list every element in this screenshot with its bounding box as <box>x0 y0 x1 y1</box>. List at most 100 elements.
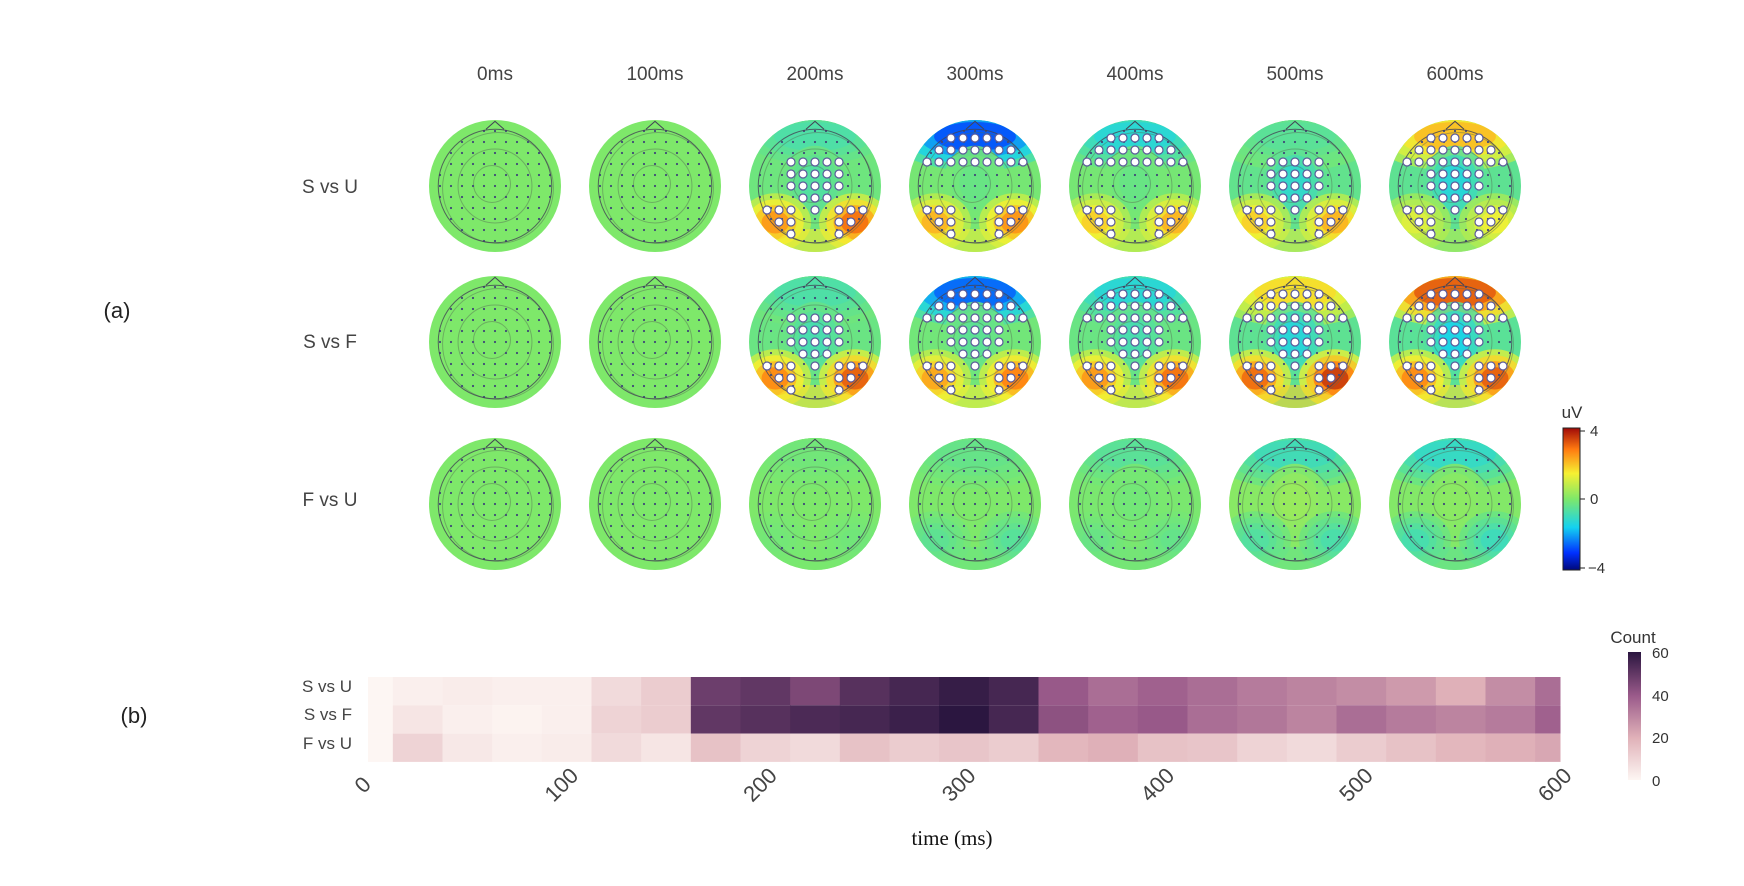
topomap-1-5 <box>1229 276 1361 408</box>
heatmap-cell <box>368 677 394 706</box>
heatmap-cell <box>790 677 841 706</box>
heatmap-cell <box>1435 705 1486 734</box>
topomap-grid <box>429 120 1521 570</box>
heatmap-cell <box>1336 733 1387 762</box>
col-label-600ms: 600ms <box>1426 64 1483 85</box>
heatmap-cell <box>591 733 642 762</box>
heatmap-cell <box>1237 705 1288 734</box>
heatmap-cell <box>1386 677 1437 706</box>
heatmap-cell <box>988 705 1039 734</box>
hm-row-label-s-vs-f: S vs F <box>304 705 352 724</box>
heatmap-cell <box>641 733 692 762</box>
topomap-0-5 <box>1229 120 1361 252</box>
heatmap-cell <box>1386 705 1437 734</box>
heatmap-cell <box>1038 705 1089 734</box>
heatmap-cell <box>939 705 990 734</box>
heatmap-cell <box>1237 677 1288 706</box>
count-colorbar: Count 60 40 20 0 <box>1610 628 1668 790</box>
col-label-300ms: 300ms <box>946 64 1003 85</box>
hm-row-label-s-vs-u: S vs U <box>302 677 352 696</box>
topomap-1-0 <box>429 276 561 408</box>
x-tick-label: 300 <box>937 763 981 807</box>
col-label-500ms: 500ms <box>1266 64 1323 85</box>
topomap-1-3 <box>909 276 1041 408</box>
uv-tick-minus4: −4 <box>1588 560 1605 577</box>
heatmap-cell <box>740 733 791 762</box>
heatmap-cell <box>1286 705 1337 734</box>
heatmap-cell <box>939 677 990 706</box>
heatmap-cell <box>492 705 543 734</box>
heatmap-cell <box>1535 677 1561 706</box>
topomap-2-1 <box>589 438 721 570</box>
col-label-0ms: 0ms <box>477 64 513 85</box>
heatmap-cell <box>392 733 443 762</box>
heatmap-cell <box>740 705 791 734</box>
x-tick-label: 100 <box>540 763 584 807</box>
heatmap-cell <box>442 705 493 734</box>
heatmap-cell <box>1535 733 1561 762</box>
topomap-0-1 <box>589 120 721 252</box>
topomap-1-6 <box>1389 276 1521 408</box>
count-heatmap <box>368 677 1561 762</box>
heatmap-cell <box>1336 705 1387 734</box>
heatmap-cell <box>790 705 841 734</box>
topomap-1-2 <box>749 276 881 408</box>
uv-colorbar-gradient <box>1562 427 1581 571</box>
heatmap-cell <box>1485 677 1536 706</box>
heatmap-cell <box>541 733 592 762</box>
heatmap-cell <box>790 733 841 762</box>
heatmap-cell <box>1088 705 1139 734</box>
heatmap-cell <box>889 733 940 762</box>
heatmap-cell <box>541 705 592 734</box>
heatmap-cell <box>1137 705 1188 734</box>
uv-colorbar: uV 4 0 −4 <box>1562 403 1606 577</box>
heatmap-cell <box>1485 733 1536 762</box>
x-tick-label: 600 <box>1533 763 1577 807</box>
x-tick-label: 400 <box>1136 763 1180 807</box>
topomap-2-5 <box>1229 438 1361 570</box>
uv-tick-4: 4 <box>1590 423 1598 440</box>
heatmap-cell <box>442 733 493 762</box>
heatmap-cell <box>1187 677 1238 706</box>
column-labels: 0ms 100ms 200ms 300ms 400ms 500ms 600ms <box>477 64 1483 85</box>
x-tick-label: 200 <box>738 763 782 807</box>
heatmap-cell <box>1485 705 1536 734</box>
heatmap-cell <box>939 733 990 762</box>
uv-colorbar-title: uV <box>1562 403 1583 422</box>
heatmap-cell <box>839 733 890 762</box>
heatmap-cell <box>1137 733 1188 762</box>
heatmap-cell <box>1286 677 1337 706</box>
row-label-f-vs-u: F vs U <box>303 490 358 511</box>
heatmap-cell <box>442 677 493 706</box>
topomap-2-6 <box>1389 438 1521 570</box>
panel-a-label: (a) <box>104 298 131 323</box>
heatmap-cell <box>740 677 791 706</box>
uv-tick-0: 0 <box>1590 491 1598 508</box>
heatmap-cell <box>641 705 692 734</box>
heatmap-cell <box>1088 733 1139 762</box>
topomap-0-0 <box>429 120 561 252</box>
heatmap-cell <box>368 705 394 734</box>
heatmap-cell <box>988 677 1039 706</box>
hm-row-label-f-vs-u: F vs U <box>303 734 352 753</box>
heatmap-cell <box>591 677 642 706</box>
row-label-s-vs-f: S vs F <box>303 332 357 353</box>
heatmap-cell <box>1038 733 1089 762</box>
count-tick-40: 40 <box>1652 688 1669 705</box>
count-colorbar-gradient <box>1628 652 1641 780</box>
col-label-400ms: 400ms <box>1106 64 1163 85</box>
heatmap-cell <box>1535 705 1561 734</box>
topomap-0-3 <box>909 120 1041 252</box>
heatmap-cell <box>492 677 543 706</box>
x-tick-label: 0 <box>350 772 376 798</box>
heatmap-row-labels: S vs U S vs F F vs U <box>302 677 352 753</box>
topomap-2-0 <box>429 438 561 570</box>
heatmap-cell <box>690 677 741 706</box>
topomap-0-6 <box>1389 120 1521 252</box>
heatmap-cell <box>988 733 1039 762</box>
heatmap-cell <box>889 705 940 734</box>
topomap-2-3 <box>909 438 1041 570</box>
heatmap-cell <box>889 677 940 706</box>
topomap-1-4 <box>1069 276 1201 408</box>
